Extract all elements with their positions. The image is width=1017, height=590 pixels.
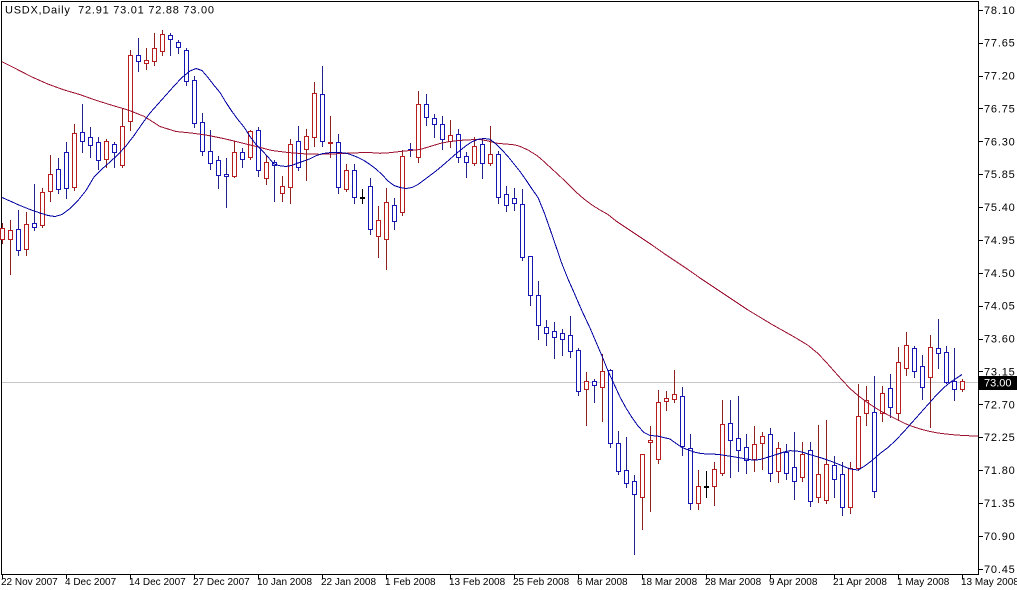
svg-text:72.70: 72.70 [984, 399, 1016, 411]
svg-text:1 May 2008: 1 May 2008 [897, 577, 950, 588]
svg-text:10 Jan 2008: 10 Jan 2008 [257, 577, 312, 588]
svg-text:22 Nov 2007: 22 Nov 2007 [1, 577, 58, 588]
svg-text:76.30: 76.30 [984, 136, 1016, 148]
svg-text:75.40: 75.40 [984, 202, 1016, 214]
svg-text:13 May 2008: 13 May 2008 [961, 577, 1017, 588]
svg-text:77.65: 77.65 [984, 38, 1016, 50]
svg-text:27 Dec 2007: 27 Dec 2007 [193, 577, 250, 588]
svg-text:78.10: 78.10 [984, 5, 1016, 17]
svg-text:73.15: 73.15 [984, 367, 1016, 379]
svg-text:73.00: 73.00 [984, 378, 1012, 390]
svg-text:21 Apr 2008: 21 Apr 2008 [833, 577, 887, 588]
svg-text:13 Feb 2008: 13 Feb 2008 [449, 577, 506, 588]
svg-text:70.45: 70.45 [984, 564, 1016, 576]
svg-text:6 Mar 2008: 6 Mar 2008 [577, 577, 628, 588]
svg-text:18 Mar 2008: 18 Mar 2008 [641, 577, 698, 588]
svg-text:1 Feb 2008: 1 Feb 2008 [385, 577, 436, 588]
svg-text:71.35: 71.35 [984, 498, 1016, 510]
svg-text:74.05: 74.05 [984, 301, 1016, 313]
svg-text:70.90: 70.90 [984, 531, 1016, 543]
svg-text:76.75: 76.75 [984, 103, 1016, 115]
svg-text:9 Apr 2008: 9 Apr 2008 [769, 577, 818, 588]
svg-text:77.20: 77.20 [984, 71, 1016, 83]
svg-text:4 Dec 2007: 4 Dec 2007 [65, 577, 117, 588]
svg-text:71.80: 71.80 [984, 465, 1016, 477]
svg-text:14 Dec 2007: 14 Dec 2007 [129, 577, 186, 588]
svg-text:72.25: 72.25 [984, 432, 1016, 444]
svg-text:74.95: 74.95 [984, 235, 1016, 247]
svg-text:74.50: 74.50 [984, 268, 1016, 280]
svg-text:28 Mar 2008: 28 Mar 2008 [705, 577, 762, 588]
svg-text:USDX,Daily 72.91 73.01 72.88: USDX,Daily 72.91 73.01 72.88 73.00 [5, 5, 215, 17]
svg-text:25 Feb 2008: 25 Feb 2008 [513, 577, 570, 588]
svg-text:73.60: 73.60 [984, 334, 1016, 346]
svg-text:75.85: 75.85 [984, 169, 1016, 181]
svg-text:22 Jan 2008: 22 Jan 2008 [321, 577, 376, 588]
